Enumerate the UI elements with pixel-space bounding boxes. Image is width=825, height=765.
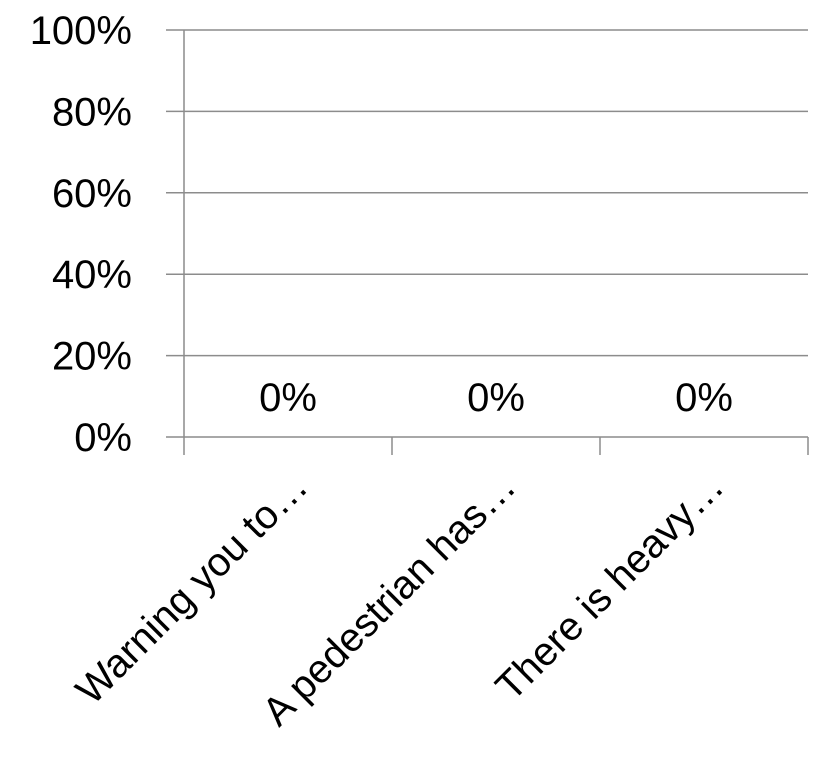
y-tick-label: 20% xyxy=(52,335,132,379)
y-tick-label: 40% xyxy=(52,253,132,297)
x-category-label: There is heavy… xyxy=(487,464,732,709)
data-label: 0% xyxy=(675,376,733,420)
data-label: 0% xyxy=(467,376,525,420)
data-label: 0% xyxy=(259,376,317,420)
gridlines xyxy=(184,29,808,357)
y-tick-label: 80% xyxy=(52,90,132,134)
category-labels: Warning you to…A pedestrian has…There is… xyxy=(68,464,733,734)
y-tick-label: 60% xyxy=(52,172,132,216)
axes xyxy=(166,29,809,455)
y-tick-label: 100% xyxy=(30,9,132,53)
y-tick-label: 0% xyxy=(74,416,132,460)
x-category-label: Warning you to… xyxy=(68,464,317,713)
y-tick-labels: 0% 20% 40% 60% 80% 100% xyxy=(30,9,132,460)
data-labels: 0% 0% 0% xyxy=(259,376,733,420)
